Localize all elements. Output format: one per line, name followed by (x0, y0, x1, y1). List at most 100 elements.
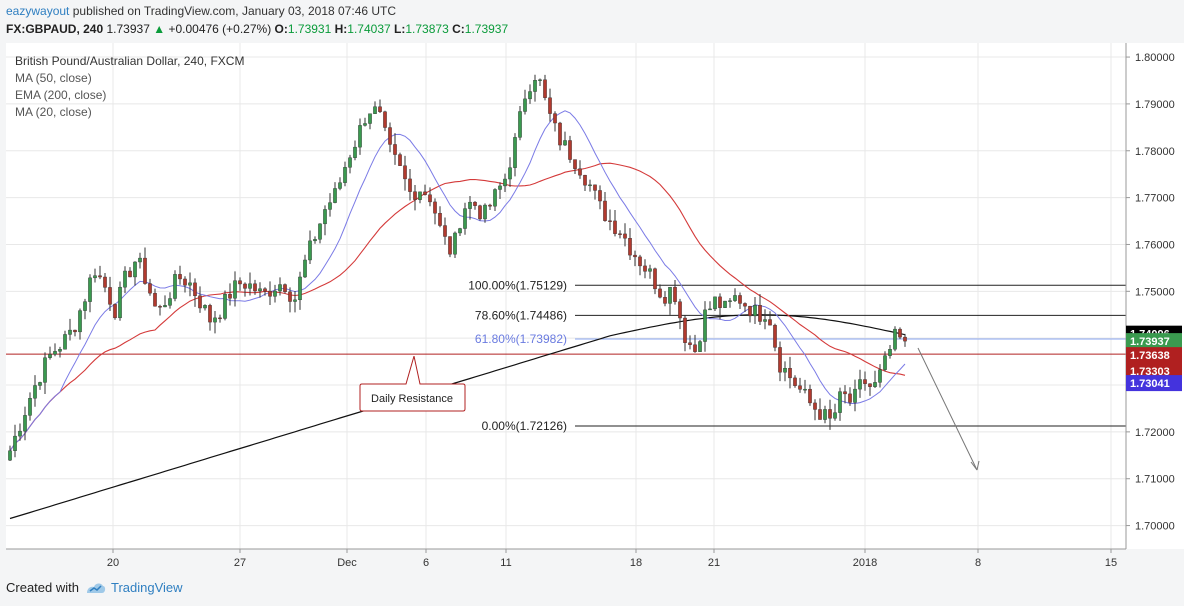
candle (758, 294, 762, 326)
candle-body (318, 223, 322, 240)
candle (33, 375, 37, 407)
candle-body (338, 182, 342, 189)
candle-body (233, 280, 237, 299)
candle-body (718, 296, 722, 308)
candle-body (618, 233, 622, 235)
candle (783, 361, 787, 382)
candle-body (873, 382, 877, 387)
x-tick-label: 6 (423, 557, 429, 569)
x-tick-label: 27 (234, 557, 246, 569)
candle-body (358, 125, 362, 148)
candle (278, 277, 282, 296)
candle (588, 179, 592, 192)
candle-body (533, 80, 537, 92)
candle-body (368, 113, 372, 124)
candle-body (613, 220, 617, 234)
candle (328, 193, 332, 217)
legend-ma50[interactable]: MA (50, close) (15, 71, 92, 85)
candle-body (573, 159, 577, 169)
candle-body (103, 276, 107, 288)
candle (98, 265, 102, 280)
candle-body (218, 317, 222, 320)
candle (128, 267, 132, 278)
candle (843, 385, 847, 404)
candle (818, 398, 822, 420)
candle (468, 195, 472, 220)
candle (633, 250, 637, 267)
candle (533, 74, 537, 102)
candle-body (118, 286, 122, 319)
candle (868, 383, 872, 396)
candle-body (153, 292, 157, 307)
candle-body (723, 300, 727, 308)
candle (503, 173, 507, 192)
candle (643, 259, 647, 279)
candle-body (298, 276, 302, 301)
candle (893, 326, 897, 352)
tradingview-brand: TradingView (110, 580, 183, 595)
candle-body (623, 233, 627, 239)
candle (183, 276, 187, 293)
candle (883, 351, 887, 372)
fib-label: 61.80%(1.73982) (475, 332, 567, 346)
candle-body (278, 284, 282, 292)
author-link[interactable]: eazywayout (6, 4, 70, 18)
candle (473, 201, 477, 210)
ma20-line (9, 110, 906, 452)
y-tick-label: 1.75000 (1135, 286, 1175, 298)
y-tick-label: 1.76000 (1135, 239, 1175, 251)
price-axis[interactable] (1126, 43, 1184, 549)
candle (798, 377, 802, 393)
candle (858, 369, 862, 398)
candle (888, 345, 892, 359)
candle-body (763, 319, 767, 322)
candle (203, 304, 207, 311)
candle (23, 406, 27, 441)
candle (258, 282, 262, 298)
tradingview-link[interactable]: TradingView (85, 580, 183, 595)
candle (838, 387, 842, 421)
publish-info: eazywayout published on TradingView.com,… (6, 4, 396, 18)
chart-legend: British Pound/Australian Dollar, 240, FX… (15, 53, 244, 121)
candle (28, 392, 32, 421)
candle (243, 282, 247, 297)
candle-body (203, 305, 207, 309)
x-tick-label: 15 (1105, 557, 1117, 569)
candle-body (28, 398, 32, 416)
candle (523, 89, 527, 115)
candle-body (388, 127, 392, 145)
candle (223, 290, 227, 321)
arrow-head-icon (970, 460, 980, 471)
candle-body (333, 188, 337, 203)
callout-text: Daily Resistance (371, 393, 453, 405)
candle (288, 287, 292, 313)
candle (628, 228, 632, 260)
candle (218, 314, 222, 323)
y-tick-label: 1.77000 (1135, 193, 1175, 205)
candle-body (793, 377, 797, 386)
footer: Created with TradingView (6, 580, 183, 595)
candle (763, 309, 767, 330)
candle-body (823, 409, 827, 420)
open-label: O: (274, 22, 288, 36)
candle (733, 288, 737, 303)
candle-body (433, 201, 437, 214)
candle (558, 121, 562, 151)
candle-body (158, 306, 162, 308)
price-tag: 1.73041 (1126, 375, 1182, 392)
candle (568, 135, 572, 163)
candle (538, 78, 542, 87)
legend-ma20[interactable]: MA (20, close) (15, 105, 92, 119)
candle (688, 335, 692, 350)
legend-ema200[interactable]: EMA (200, close) (15, 88, 107, 102)
candle (13, 424, 17, 458)
candle-body (858, 379, 862, 390)
candle (108, 276, 112, 312)
candle-body (428, 194, 432, 203)
candle (393, 133, 397, 165)
candle-body (468, 201, 472, 209)
candle-body (543, 79, 547, 98)
x-tick-label: 8 (975, 557, 981, 569)
candle (403, 155, 407, 191)
